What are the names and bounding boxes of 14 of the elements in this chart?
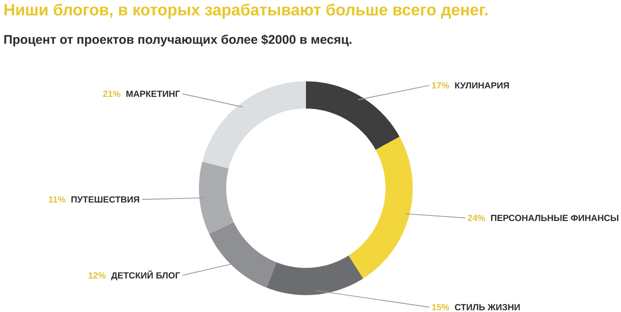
slice-label: КУЛИНАРИЯ: [455, 82, 509, 88]
data-label: 11%: [48, 196, 66, 202]
data-label: 24%: [468, 214, 486, 221]
slice-label: ПЕРСОНАЛЬНЫЕ ФИНАНСЫ: [491, 214, 618, 221]
slice-label: СТИЛЬ ЖИЗНИ: [454, 304, 520, 310]
chart-subtitle: Процент от проектов получающих более $2000 в месяц.: [4, 34, 352, 46]
slice-label: МАРКЕТИНГ: [126, 90, 180, 97]
data-label: 15%: [432, 304, 450, 310]
data-label: 21%: [103, 90, 120, 97]
data-label: 12%: [88, 272, 106, 278]
data-label: 17%: [432, 82, 450, 88]
slice-label: ПУТЕШЕСТВИЯ: [71, 196, 140, 202]
chart-title: Ниши блогов, в которых зарабатывают больше всего денег.: [4, 3, 488, 18]
slice-label: ДЕТСКИЙ БЛОГ: [111, 270, 180, 280]
